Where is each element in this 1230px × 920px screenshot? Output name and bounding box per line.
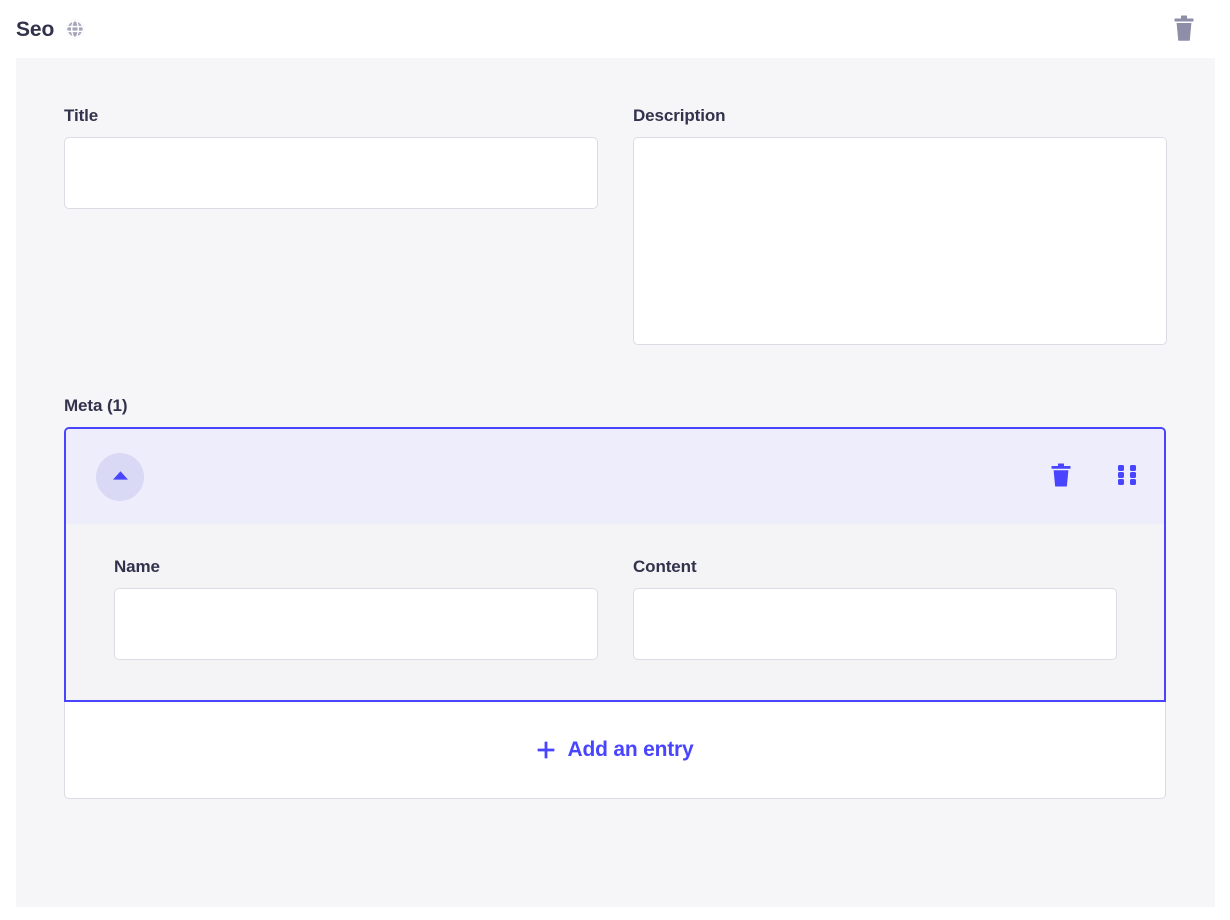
header-left-group: Seo <box>16 18 86 40</box>
meta-content-field-group: Content <box>633 557 1117 660</box>
trash-icon <box>1050 463 1072 490</box>
plus-icon <box>537 741 555 759</box>
meta-entry-card: Name Content <box>64 427 1166 702</box>
delete-entry-button[interactable] <box>1160 5 1208 53</box>
globe-icon <box>64 18 86 40</box>
meta-content-input[interactable] <box>633 588 1117 660</box>
meta-entry-header <box>66 429 1164 524</box>
collapse-toggle-button[interactable] <box>96 452 144 501</box>
meta-section: Meta (1) <box>64 396 1167 799</box>
drag-handle-icon <box>1116 463 1138 490</box>
trash-icon <box>1172 15 1196 44</box>
content-panel: Title Description Meta (1) <box>16 58 1215 907</box>
description-textarea[interactable] <box>633 137 1167 345</box>
page-header: Seo <box>0 0 1230 58</box>
meta-content-label: Content <box>633 557 697 576</box>
add-entry-inner: Add an entry <box>537 738 694 762</box>
page-title: Seo <box>16 17 55 41</box>
meta-entry-delete-button[interactable] <box>1048 463 1074 490</box>
meta-name-label: Name <box>114 557 160 576</box>
meta-entry-actions <box>1048 463 1140 490</box>
meta-label: Meta (1) <box>64 396 128 415</box>
title-field-group: Title <box>64 106 598 209</box>
caret-up-icon <box>112 469 129 484</box>
description-field-group: Description <box>633 106 1167 345</box>
seo-fields-row: Title Description <box>64 106 1167 345</box>
title-label: Title <box>64 106 99 125</box>
meta-entry-drag-handle[interactable] <box>1114 464 1140 490</box>
meta-name-input[interactable] <box>114 588 598 660</box>
meta-repeatable-wrapper: Name Content <box>64 427 1166 799</box>
meta-entry-body: Name Content <box>66 524 1164 700</box>
add-entry-button[interactable]: Add an entry <box>64 702 1166 799</box>
title-input[interactable] <box>64 137 598 209</box>
description-label: Description <box>633 106 726 125</box>
meta-name-field-group: Name <box>114 557 598 660</box>
add-entry-label: Add an entry <box>567 738 694 761</box>
meta-fields-row: Name Content <box>114 557 1117 660</box>
